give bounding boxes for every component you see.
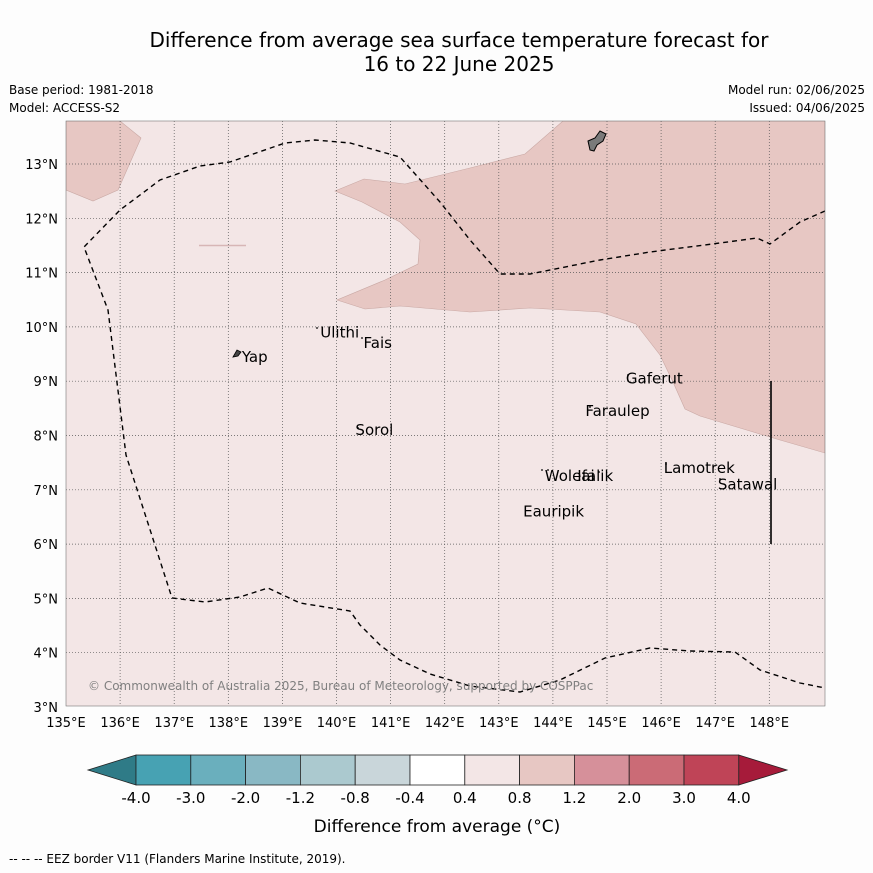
- colorbar-tick: 0.8: [508, 789, 532, 807]
- colorbar-high-extend: [738, 754, 789, 786]
- lon-label: 145°E: [587, 716, 627, 731]
- lat-label: 12°N: [25, 212, 58, 227]
- colorbar-segment: [683, 754, 740, 786]
- colorbar-segment: [299, 754, 356, 786]
- lat-label: 3°N: [34, 701, 59, 716]
- lat-label: 4°N: [34, 647, 59, 662]
- lon-label: 143°E: [479, 716, 519, 731]
- colorbar-tick: -2.0: [231, 789, 260, 807]
- title-line2: 16 to 22 June 2025: [363, 52, 555, 76]
- latitude-labels: 13°N 12°N 11°N 10°N 9°N 8°N 7°N 6°N 5°N 4°N 3°N: [25, 158, 58, 716]
- map-area: Yap Ulithi Fais Gaferut Faraulep Sorol Lamotre…: [66, 121, 825, 706]
- colorbar-segment: [628, 754, 685, 786]
- place-label-ulithi: Ulithi: [320, 323, 359, 341]
- place-label-lamotrek: Lamotrek: [664, 459, 735, 477]
- place-label-satawal: Satawal: [718, 475, 777, 493]
- title-line1: Difference from average sea surface temp…: [149, 28, 769, 52]
- colorbar-tick: -1.2: [286, 789, 315, 807]
- warm-anomaly-region-nw: [66, 121, 142, 202]
- guam-island: [587, 130, 607, 152]
- lon-label: 144°E: [533, 716, 573, 731]
- colorbar-segment: [464, 754, 520, 786]
- lat-label: 5°N: [34, 592, 59, 607]
- place-label-faraulep: Faraulep: [585, 402, 649, 420]
- place-label-sorol: Sorol: [355, 421, 393, 439]
- copyright-text: © Commonwealth of Australia 2025, Bureau…: [88, 679, 593, 693]
- place-label-fais: Fais: [364, 334, 393, 352]
- place-label-gaferut: Gaferut: [626, 369, 683, 387]
- lon-label: 146°E: [641, 716, 681, 731]
- eez-footer-note: -- -- -- EEZ border V11 (Flanders Marine…: [9, 852, 346, 866]
- lat-label: 9°N: [34, 375, 59, 390]
- colorbar-segment: [135, 754, 192, 786]
- warm-anomaly-region-ne: [334, 121, 825, 454]
- colorbar-segment: [190, 754, 247, 786]
- meta-right: Model run: 02/06/2025 Issued: 04/06/2025: [728, 81, 865, 117]
- colorbar-tick: 1.2: [562, 789, 586, 807]
- lon-label: 140°E: [317, 716, 357, 731]
- longitude-labels: 135°E 136°E 137°E 138°E 139°E 140°E 141°E 142°E…: [46, 716, 789, 731]
- colorbar-segment: [574, 754, 630, 786]
- yap-island: [232, 349, 242, 358]
- place-label-eauripik: Eauripik: [523, 503, 584, 521]
- colorbar-tick: 0.4: [453, 789, 477, 807]
- colorbar-tick: -0.4: [395, 789, 424, 807]
- colorbar-label: Difference from average (°C): [314, 817, 561, 837]
- place-labels: Yap Ulithi Fais Gaferut Faraulep Sorol Lamotre…: [241, 323, 778, 520]
- eez-border: [83, 139, 825, 693]
- colorbar-low-extend: [86, 754, 137, 786]
- colorbar-tick: -4.0: [121, 789, 150, 807]
- colorbar-segment: [245, 754, 301, 786]
- place-label-yap: Yap: [241, 348, 268, 366]
- lon-label: 148°E: [750, 716, 790, 731]
- lon-label: 147°E: [695, 716, 735, 731]
- colorbar-tick: -0.8: [341, 789, 370, 807]
- lat-label: 7°N: [34, 484, 59, 499]
- colorbar-tick: 4.0: [727, 789, 751, 807]
- lon-label: 137°E: [154, 716, 194, 731]
- colorbar-segment: [354, 754, 411, 786]
- lon-label: 135°E: [46, 716, 86, 731]
- lat-label: 8°N: [34, 430, 59, 445]
- base-period: Base period: 1981-2018: [9, 83, 154, 97]
- lat-label: 10°N: [25, 321, 58, 336]
- colorbar-tick: -3.0: [176, 789, 205, 807]
- meta-left: Base period: 1981-2018 Model: ACCESS-S2: [9, 81, 154, 117]
- place-dots: [316, 327, 721, 480]
- place-label-woleai: Woleai: [545, 467, 595, 485]
- lon-label: 139°E: [263, 716, 303, 731]
- lon-label: 138°E: [209, 716, 249, 731]
- map-title: Difference from average sea surface temp…: [0, 28, 873, 76]
- issued-date: Issued: 04/06/2025: [749, 101, 865, 115]
- colorbar-segment: [409, 754, 466, 786]
- colorbar-segment: [519, 754, 575, 786]
- lat-label: 13°N: [25, 158, 58, 173]
- graticule: [66, 121, 825, 706]
- lat-label: 6°N: [34, 538, 59, 553]
- map-frame: [65, 120, 826, 707]
- place-label-ifalik: Ifalik: [577, 467, 613, 485]
- colorbar-tick: 3.0: [672, 789, 696, 807]
- colorbar: -4.0 -3.0 -2.0 -1.2 -0.8 -0.4 0.4 0.8 1.2 2.0 3.0 4…: [86, 754, 789, 807]
- lon-label: 142°E: [425, 716, 465, 731]
- colorbar-tick: 2.0: [617, 789, 641, 807]
- lon-label: 136°E: [100, 716, 140, 731]
- model-run: Model run: 02/06/2025: [727, 83, 865, 97]
- model-name: Model: ACCESS-S2: [9, 101, 121, 115]
- lon-label: 141°E: [371, 716, 411, 731]
- lat-label: 11°N: [25, 267, 58, 282]
